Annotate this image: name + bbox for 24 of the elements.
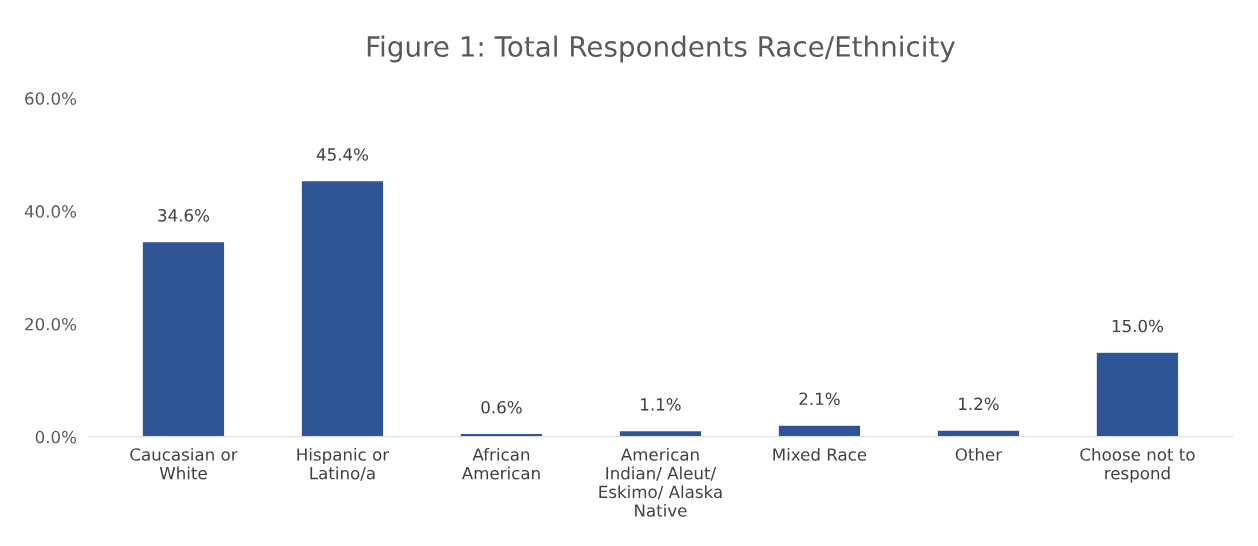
bar xyxy=(300,179,385,437)
x-tick-label: Caucasian or White xyxy=(130,447,238,480)
chart-title: Figure 1: Total Respondents Race/Ethnicity xyxy=(367,35,955,63)
data-label: 2.1% xyxy=(799,392,840,406)
data-label: 45.4% xyxy=(316,148,369,161)
y-tick-label: 60.0% xyxy=(25,92,77,105)
x-tick-label: American Indian/ Aleut/ Eskimo/ Alaska Native xyxy=(599,447,722,517)
x-tick-label: Choose not to respond xyxy=(1080,447,1195,483)
x-tick-label: Mixed Race xyxy=(773,447,867,461)
y-tick-label: 0.0% xyxy=(35,430,77,444)
x-tick-label: African American xyxy=(461,447,540,480)
bar xyxy=(777,424,862,437)
data-label: 1.1% xyxy=(641,398,681,411)
x-tick-label: Other xyxy=(955,447,1003,461)
x-tick-label: Hispanic or Latino/a xyxy=(297,447,390,481)
data-label: 34.6% xyxy=(158,209,210,222)
y-tick-label: 20.0% xyxy=(25,317,77,331)
y-tick-label: 40.0% xyxy=(24,205,77,218)
bar xyxy=(141,240,226,437)
bar xyxy=(1095,351,1180,437)
data-label: 0.6% xyxy=(481,400,522,414)
bar xyxy=(936,429,1021,437)
data-label: 15.0% xyxy=(1112,319,1163,333)
data-label: 1.2% xyxy=(959,397,999,411)
